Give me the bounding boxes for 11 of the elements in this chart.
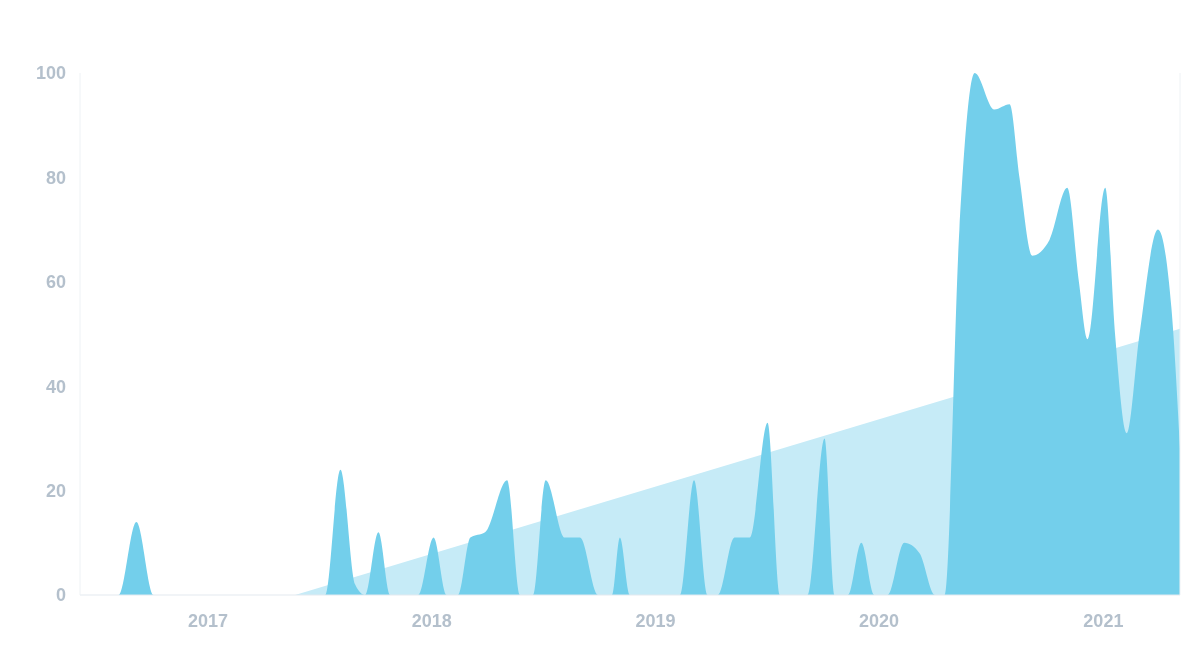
y-tick-label: 20 xyxy=(45,480,66,501)
x-tick-label: 2017 xyxy=(188,611,229,631)
y-tick-label: 0 xyxy=(55,585,66,606)
y-tick-label: 100 xyxy=(35,63,66,84)
y-tick-label: 80 xyxy=(45,167,66,188)
x-tick-label: 2021 xyxy=(1083,611,1124,631)
x-tick-label: 2020 xyxy=(859,611,900,631)
x-tick-label: 2019 xyxy=(635,611,676,631)
x-tick-label: 2018 xyxy=(411,611,452,631)
y-tick-label: 40 xyxy=(45,376,66,397)
y-tick-label: 60 xyxy=(45,272,66,293)
